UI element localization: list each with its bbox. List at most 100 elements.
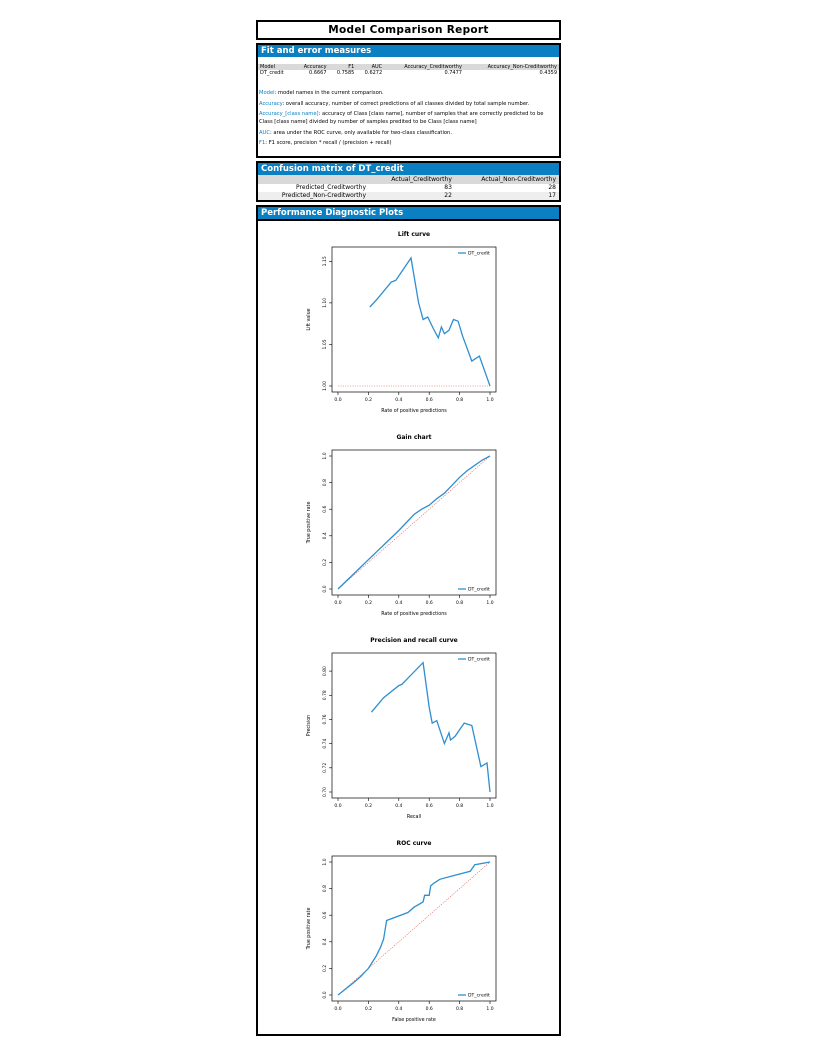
x-axis-label: Recall <box>407 814 421 820</box>
y-tick-label: 0.78 <box>322 690 328 700</box>
y-tick-label: 0.2 <box>322 964 328 971</box>
note-accuracy: Accuracy: overall accuracy, number of co… <box>259 100 558 108</box>
chart-0: Lift curve 0.0 0.2 0.4 0.6 0.8 1.0 1.00 1.05 1.10… <box>306 231 497 414</box>
note-key: AUC <box>259 129 270 136</box>
plots-heading: Performance Diagnostic Plots <box>258 206 559 219</box>
reference-line <box>337 861 491 995</box>
fit-section: Fit and error measures Model Accuracy F1… <box>256 43 561 158</box>
fit-col-auc: AUC <box>356 64 385 70</box>
y-tick-label: 0.72 <box>322 762 328 772</box>
x-tick-label: 0.8 <box>456 1006 463 1012</box>
report-title: Model Comparison Report <box>256 20 561 40</box>
y-tick-label: 0.6 <box>322 505 328 512</box>
cm-row-label: Predicted_Creditworthy <box>296 184 366 191</box>
fit-cell: 0.7477 <box>444 70 462 76</box>
x-tick-label: 0.4 <box>395 397 402 403</box>
fit-col-accuracy: Accuracy <box>293 64 329 70</box>
y-tick-label: 0.4 <box>322 532 328 539</box>
fit-cell: 0.7585 <box>336 70 355 76</box>
chart-title: Precision and recall curve <box>370 637 457 644</box>
plot-frame <box>331 246 497 392</box>
y-tick-label: 1.10 <box>322 297 328 307</box>
x-axis-label: Rate of positive predictions <box>381 611 447 617</box>
plot-frame <box>331 449 497 595</box>
fit-col-model: Model <box>258 64 294 70</box>
series-line <box>337 454 491 589</box>
y-tick-label: 0.8 <box>322 884 328 891</box>
y-axis-label: True positive rate <box>306 501 312 544</box>
chart-title: Gain chart <box>396 434 431 441</box>
note-text: : model names in the current comparison. <box>274 90 384 96</box>
y-axis-label: True positive rate <box>306 907 312 950</box>
y-axis-label: Precision <box>306 714 312 735</box>
y-tick-label: 0.80 <box>322 665 328 675</box>
note-text: : overall accuracy, number of correct pr… <box>282 100 530 107</box>
legend-label: DT_credit <box>468 586 490 592</box>
note-f1: F1: F1 score, precision * recall / (prec… <box>259 139 558 147</box>
x-tick-label: 1.0 <box>486 600 493 606</box>
note-key: Model <box>259 90 275 96</box>
x-tick-label: 0.4 <box>395 600 402 606</box>
x-axis-label: False positive rate <box>392 1017 436 1023</box>
confusion-section: Confusion matrix of DT_credit Actual_Cre… <box>256 160 561 202</box>
reference-line <box>337 455 491 589</box>
fit-col-acc-credit: Accuracy_Creditworthy <box>384 64 464 70</box>
y-tick-label: 1.0 <box>322 452 328 459</box>
note-accuracy-class: Accuracy_[class name]: accuracy of Class… <box>259 110 558 126</box>
chart-2: Precision and recall curve 0.0 0.2 0.4 0.6 0.… <box>306 637 497 820</box>
series-line <box>370 660 491 792</box>
legend-label: DT_credit <box>468 250 490 256</box>
fit-heading: Fit and error measures <box>258 45 559 57</box>
x-tick-label: 0.8 <box>456 600 463 606</box>
x-tick-label: 0.4 <box>395 1006 402 1012</box>
x-tick-label: 1.0 <box>486 1006 493 1012</box>
fit-table: Model Accuracy F1 AUC Accuracy_Creditwor… <box>258 64 559 76</box>
table-row: Predicted_Creditworthy 83 28 <box>258 184 559 192</box>
y-tick-label: 0.4 <box>322 938 328 945</box>
x-tick-label: 1.0 <box>486 397 493 403</box>
x-tick-label: 0.0 <box>334 1006 341 1012</box>
x-tick-label: 0.0 <box>334 397 341 403</box>
chart-1: Gain chart 0.0 0.2 0.4 0.6 0.8 1.0 0.0 0.2 0.4 0.6… <box>306 434 497 617</box>
x-tick-label: 0.6 <box>426 397 433 403</box>
cm-cell: 22 <box>369 191 455 200</box>
x-tick-label: 0.6 <box>426 600 433 606</box>
cm-row-label: Predicted_Non-Creditworthy <box>258 191 369 200</box>
report-page: Model Comparison Report Fit and error me… <box>256 20 561 1036</box>
table-row: DT_credit 0.6667 0.7585 0.6272 0.7477 0.… <box>258 70 559 76</box>
x-tick-label: 0.0 <box>334 600 341 606</box>
y-tick-label: 1.15 <box>322 256 328 266</box>
fit-cell: 0.4359 <box>539 70 558 76</box>
y-tick-label: 0.2 <box>322 558 328 565</box>
cm-col-blank <box>258 174 369 184</box>
note-key: Accuracy <box>259 100 283 107</box>
note-key: Accuracy_[class name] <box>259 111 319 117</box>
x-axis-label: Rate of positive predictions <box>381 408 447 414</box>
confusion-heading: Confusion matrix of DT_credit <box>258 162 559 175</box>
fit-col-acc-noncredit: Accuracy_Non-Creditworthy <box>463 64 559 70</box>
y-tick-label: 0.76 <box>322 714 328 724</box>
fit-cell: DT_credit <box>260 70 284 76</box>
cm-cell: 83 <box>444 184 452 191</box>
cm-cell: 17 <box>454 191 559 200</box>
x-tick-label: 0.0 <box>334 803 341 809</box>
cm-col-actual-credit: Actual_Creditworthy <box>369 174 455 184</box>
x-tick-label: 0.8 <box>456 397 463 403</box>
y-tick-label: 1.00 <box>322 380 328 390</box>
y-axis-label: Lift value <box>306 308 312 330</box>
fit-header-row: Model Accuracy F1 AUC Accuracy_Creditwor… <box>258 64 559 70</box>
x-tick-label: 0.2 <box>365 600 372 606</box>
x-tick-label: 0.8 <box>456 803 463 809</box>
plot-frame <box>331 652 497 798</box>
legend-label: DT_credit <box>468 992 490 998</box>
cm-cell: 28 <box>548 184 556 191</box>
x-tick-label: 0.2 <box>365 803 372 809</box>
y-tick-label: 1.05 <box>322 339 328 349</box>
fit-cell: 0.6272 <box>364 70 383 76</box>
diagnostic-plots-svg: Lift curve 0.0 0.2 0.4 0.6 0.8 1.0 1.00 1.05 1.10… <box>306 231 497 1023</box>
plots-panel: Lift curve 0.0 0.2 0.4 0.6 0.8 1.0 1.00 1.05 1.10… <box>256 218 561 1036</box>
x-tick-label: 0.2 <box>365 1006 372 1012</box>
x-tick-label: 0.4 <box>395 803 402 809</box>
plots-heading-box: Performance Diagnostic Plots <box>256 204 561 219</box>
note-key: F1 <box>259 140 266 146</box>
